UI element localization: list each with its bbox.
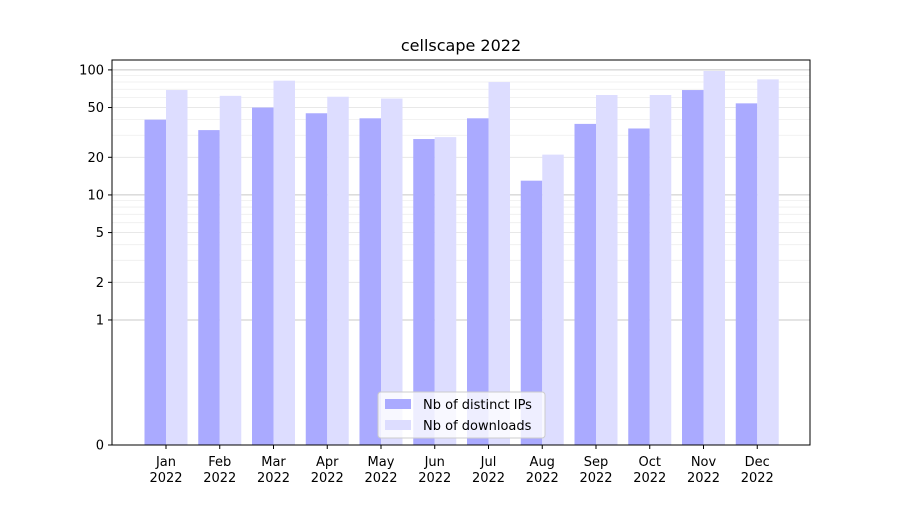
bar-distinct-ips — [574, 123, 596, 445]
legend-swatch — [385, 420, 411, 430]
bar-distinct-ips — [198, 130, 220, 445]
bar-downloads — [381, 98, 403, 446]
y-tick-label: 1 — [96, 313, 104, 328]
x-tick-label-year: 2022 — [687, 471, 720, 486]
y-tick-label: 10 — [87, 188, 104, 203]
y-tick-label: 0 — [96, 439, 104, 454]
x-tick-label-year: 2022 — [526, 471, 559, 486]
x-tick-label-month: May — [368, 455, 395, 470]
x-tick-label-month: Feb — [208, 455, 231, 470]
y-tick-label: 100 — [79, 63, 104, 78]
bar-downloads — [757, 79, 779, 446]
x-tick-label-year: 2022 — [418, 471, 451, 486]
chart-title: cellscape 2022 — [401, 36, 521, 55]
y-tick-label: 5 — [96, 226, 104, 241]
bar-downloads — [327, 96, 349, 445]
bar-downloads — [219, 95, 242, 446]
x-tick-label-month: Jan — [155, 455, 176, 470]
bar-downloads — [542, 154, 564, 446]
bars — [144, 70, 779, 446]
bar-distinct-ips — [413, 139, 435, 445]
bar-distinct-ips — [467, 118, 489, 445]
x-tick-label-year: 2022 — [311, 471, 344, 486]
bar-downloads — [273, 80, 295, 445]
x-tick-label-month: Oct — [639, 455, 661, 470]
x-tick-label-year: 2022 — [579, 471, 612, 486]
legend-swatch — [385, 399, 411, 409]
bar-distinct-ips — [252, 107, 274, 446]
x-tick-label-month: Jun — [424, 455, 445, 470]
bar-downloads — [488, 82, 510, 445]
bar-distinct-ips — [628, 128, 650, 445]
x-tick-label-month: Jul — [480, 455, 497, 470]
bar-downloads — [434, 137, 457, 445]
x-tick-label-year: 2022 — [633, 471, 666, 486]
legend-label: Nb of distinct IPs — [423, 398, 532, 413]
x-tick-label-year: 2022 — [149, 471, 182, 486]
bar-downloads — [166, 90, 188, 446]
bar-distinct-ips — [305, 113, 328, 445]
y-tick-label: 2 — [96, 276, 104, 291]
x-tick-label-year: 2022 — [364, 471, 397, 486]
x-tick-label-year: 2022 — [203, 471, 236, 486]
legend-label: Nb of downloads — [423, 419, 532, 434]
x-tick-label-year: 2022 — [472, 471, 505, 486]
x-tick-label-year: 2022 — [257, 471, 290, 486]
bar-distinct-ips — [144, 119, 166, 446]
x-tick-label-year: 2022 — [741, 471, 774, 486]
bar-distinct-ips — [682, 90, 704, 446]
plot-frame — [111, 59, 811, 446]
y-tick-label: 20 — [87, 151, 104, 166]
bar-downloads — [649, 94, 672, 446]
bar-downloads — [703, 70, 725, 446]
legend-box — [377, 391, 546, 439]
bar-downloads — [596, 94, 618, 446]
legend: Nb of distinct IPs Nb of downloads — [377, 391, 546, 439]
bar-distinct-ips — [359, 118, 381, 445]
x-tick-label-month: Aug — [530, 455, 555, 470]
x-axis: Jan2022Feb2022Mar2022Apr2022May2022Jun20… — [149, 445, 774, 486]
x-tick-label-month: Sep — [584, 455, 609, 470]
bar-distinct-ips — [735, 103, 758, 446]
x-tick-label-month: Mar — [261, 455, 286, 470]
y-tick-label: 50 — [87, 101, 104, 116]
bar-distinct-ips — [520, 180, 543, 445]
x-tick-label-month: Nov — [691, 455, 717, 470]
x-tick-label-month: Dec — [745, 455, 770, 470]
y-axis: 0 1 2 5 10 20 50 100 — [79, 63, 112, 454]
x-tick-label-month: Apr — [316, 455, 339, 470]
